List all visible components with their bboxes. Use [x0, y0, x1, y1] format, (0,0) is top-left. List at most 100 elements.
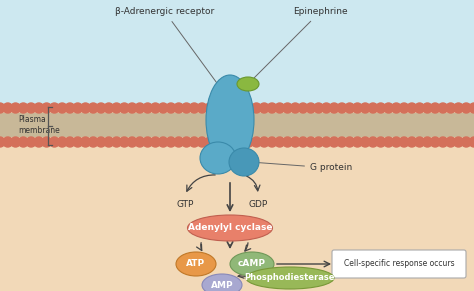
Circle shape [298, 103, 308, 113]
Circle shape [415, 137, 425, 147]
Circle shape [205, 137, 215, 147]
Circle shape [111, 137, 121, 147]
Circle shape [57, 137, 67, 147]
Circle shape [49, 103, 59, 113]
Circle shape [236, 103, 246, 113]
Circle shape [399, 103, 409, 113]
Circle shape [135, 137, 145, 147]
Circle shape [392, 103, 401, 113]
Circle shape [415, 103, 425, 113]
Circle shape [290, 137, 300, 147]
Circle shape [383, 137, 393, 147]
Circle shape [360, 103, 370, 113]
Circle shape [42, 137, 52, 147]
Circle shape [189, 137, 199, 147]
Circle shape [244, 103, 254, 113]
Circle shape [244, 137, 254, 147]
Circle shape [251, 137, 262, 147]
Circle shape [275, 103, 285, 113]
Circle shape [228, 103, 238, 113]
Circle shape [18, 103, 28, 113]
Circle shape [376, 103, 386, 113]
Circle shape [306, 103, 316, 113]
Circle shape [236, 137, 246, 147]
Circle shape [407, 137, 417, 147]
Text: GTP: GTP [176, 200, 194, 209]
Circle shape [267, 137, 277, 147]
Text: β-Adrenergic receptor: β-Adrenergic receptor [115, 8, 220, 88]
Circle shape [88, 103, 98, 113]
Text: Adenylyl cyclase: Adenylyl cyclase [188, 223, 272, 233]
Circle shape [119, 137, 129, 147]
Circle shape [10, 103, 20, 113]
Circle shape [251, 103, 262, 113]
Ellipse shape [202, 274, 242, 291]
Circle shape [150, 137, 160, 147]
Circle shape [57, 103, 67, 113]
Ellipse shape [230, 252, 274, 276]
Circle shape [127, 103, 137, 113]
Text: AMP: AMP [210, 281, 233, 290]
Circle shape [399, 137, 409, 147]
Circle shape [166, 137, 176, 147]
Circle shape [42, 103, 52, 113]
Circle shape [469, 103, 474, 113]
Circle shape [26, 137, 36, 147]
Circle shape [228, 137, 238, 147]
Circle shape [392, 137, 401, 147]
Circle shape [73, 103, 82, 113]
Circle shape [283, 137, 292, 147]
Circle shape [96, 137, 106, 147]
Circle shape [182, 137, 191, 147]
Text: cAMP: cAMP [238, 260, 266, 269]
Circle shape [104, 103, 114, 113]
Text: Plasma
membrane: Plasma membrane [18, 115, 60, 135]
Circle shape [119, 103, 129, 113]
Ellipse shape [206, 75, 254, 165]
Circle shape [353, 103, 363, 113]
Text: Phosphodiesterase: Phosphodiesterase [245, 274, 335, 283]
Circle shape [49, 137, 59, 147]
Circle shape [360, 137, 370, 147]
Circle shape [314, 137, 324, 147]
Circle shape [135, 103, 145, 113]
Circle shape [158, 103, 168, 113]
Circle shape [407, 103, 417, 113]
Circle shape [438, 137, 448, 147]
Circle shape [96, 103, 106, 113]
Circle shape [197, 137, 207, 147]
Circle shape [353, 137, 363, 147]
Text: GDP: GDP [248, 200, 268, 209]
Circle shape [446, 137, 456, 147]
Circle shape [469, 137, 474, 147]
Text: G protein: G protein [253, 162, 352, 173]
Circle shape [81, 103, 91, 113]
Circle shape [461, 137, 471, 147]
Circle shape [197, 103, 207, 113]
Ellipse shape [188, 215, 273, 241]
Circle shape [438, 103, 448, 113]
Circle shape [158, 137, 168, 147]
Circle shape [454, 137, 464, 147]
Circle shape [283, 103, 292, 113]
Text: Cell-specific response occurs: Cell-specific response occurs [344, 260, 454, 269]
Bar [0, 0, 474, 107]
Circle shape [3, 137, 13, 147]
Circle shape [329, 137, 339, 147]
Circle shape [321, 103, 331, 113]
Circle shape [166, 103, 176, 113]
Circle shape [10, 137, 20, 147]
Circle shape [73, 137, 82, 147]
Circle shape [314, 103, 324, 113]
Circle shape [150, 103, 160, 113]
Circle shape [275, 137, 285, 147]
Circle shape [383, 103, 393, 113]
Circle shape [111, 103, 121, 113]
Circle shape [26, 103, 36, 113]
Circle shape [65, 103, 75, 113]
Ellipse shape [246, 267, 334, 289]
Circle shape [267, 103, 277, 113]
Circle shape [81, 137, 91, 147]
Circle shape [306, 137, 316, 147]
Circle shape [368, 137, 378, 147]
